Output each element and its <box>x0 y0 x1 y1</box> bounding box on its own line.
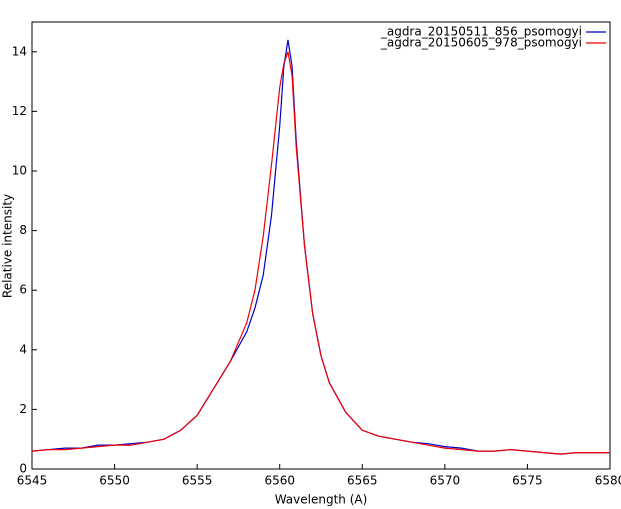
y-tick-label: 2 <box>19 402 27 416</box>
y-tick-label: 8 <box>19 223 27 237</box>
x-tick-label: 6570 <box>430 474 461 488</box>
x-tick-label: 6550 <box>99 474 130 488</box>
y-tick-label: 6 <box>19 283 27 297</box>
plot-frame <box>31 21 611 470</box>
y-tick-label: 10 <box>12 164 27 178</box>
y-tick-label: 0 <box>19 462 27 476</box>
y-axis-label: Relative intensity <box>1 194 15 298</box>
y-tick-label: 14 <box>12 44 27 58</box>
x-axis-label: Wavelength (A) <box>275 493 368 507</box>
x-tick-label: 6560 <box>264 474 295 488</box>
series-line <box>31 51 610 455</box>
legend-label: _agdra_20150511_856_psomogyi <box>380 25 582 39</box>
x-tick-label: 6575 <box>512 474 543 488</box>
legend-label: _agdra_20150605_978_psomogyi <box>380 36 582 50</box>
x-tick-label: 6565 <box>347 474 378 488</box>
y-tick-label: 4 <box>19 342 27 356</box>
x-tick-label: 6545 <box>17 474 48 488</box>
x-tick-label: 6555 <box>182 474 213 488</box>
y-tick-label: 12 <box>12 104 27 118</box>
